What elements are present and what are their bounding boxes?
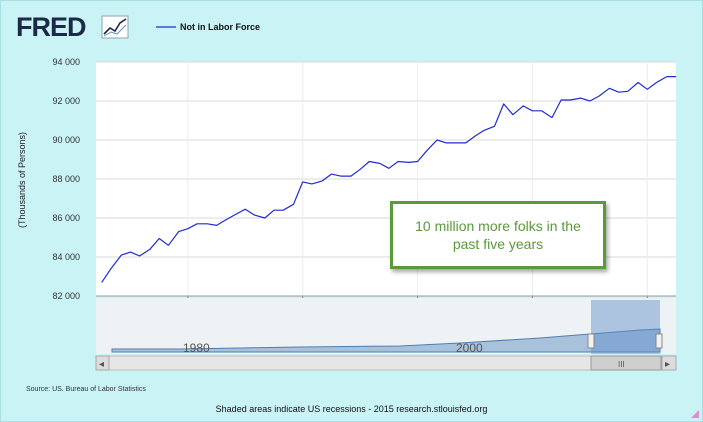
y-tick-label: 90 000: [52, 135, 80, 145]
navigator-series: [111, 328, 661, 353]
footer-note: Shaded areas indicate US recessions - 20…: [215, 404, 488, 414]
navigator-label-2000: 2000: [456, 341, 483, 355]
annotation-text: 10 million more folks in the past five y…: [415, 218, 581, 252]
series-line-not-in-labor-force: [101, 75, 676, 283]
scroll-left-arrow-icon: ◂: [99, 359, 104, 370]
navigator-right-handle[interactable]: [655, 333, 663, 349]
y-tick-label: 82 000: [52, 291, 80, 301]
scrollbar-thumb[interactable]: [590, 355, 662, 371]
y-tick-label: 88 000: [52, 174, 80, 184]
legend-label: Not in Labor Force: [180, 22, 260, 32]
scroll-right-button[interactable]: [661, 355, 677, 371]
y-tick-label: 94 000: [52, 57, 80, 67]
y-tick-label: 92 000: [52, 96, 80, 106]
scroll-left-button[interactable]: [95, 355, 110, 371]
fred-logo-graph-icon: [101, 15, 129, 39]
navigator-selection[interactable]: [591, 300, 660, 354]
fred-logo-text: FRED: [16, 12, 86, 42]
legend: Not in Labor Force: [156, 22, 260, 32]
scrollbar-track[interactable]: [95, 355, 677, 371]
scroll-right-arrow-icon: ▸: [665, 359, 670, 370]
resize-corner-icon[interactable]: [691, 410, 699, 418]
y-tick-label: 84 000: [52, 252, 80, 262]
series-layer: [101, 75, 676, 283]
y-tick-label: 86 000: [52, 213, 80, 223]
scrollbar[interactable]: ◂ III ▸: [95, 355, 677, 371]
annotation-box: 10 million more folks in the past five y…: [390, 201, 606, 269]
y-axis: 82 000 84 000 86 000 88 000 90 000 92 000 94 0…: [52, 57, 80, 301]
navigator-left-handle[interactable]: [587, 333, 595, 349]
source-note: Source: US. Bureau of Labor Statistics: [26, 386, 146, 393]
y-axis-label: (Thousands of Persons): [17, 132, 27, 228]
navigator-label-1980: 1980: [183, 341, 210, 355]
fred-logo: FRED: [16, 12, 129, 42]
scrollbar-grip-icon: III: [618, 360, 625, 369]
navigator[interactable]: 1980 2000: [96, 298, 676, 355]
